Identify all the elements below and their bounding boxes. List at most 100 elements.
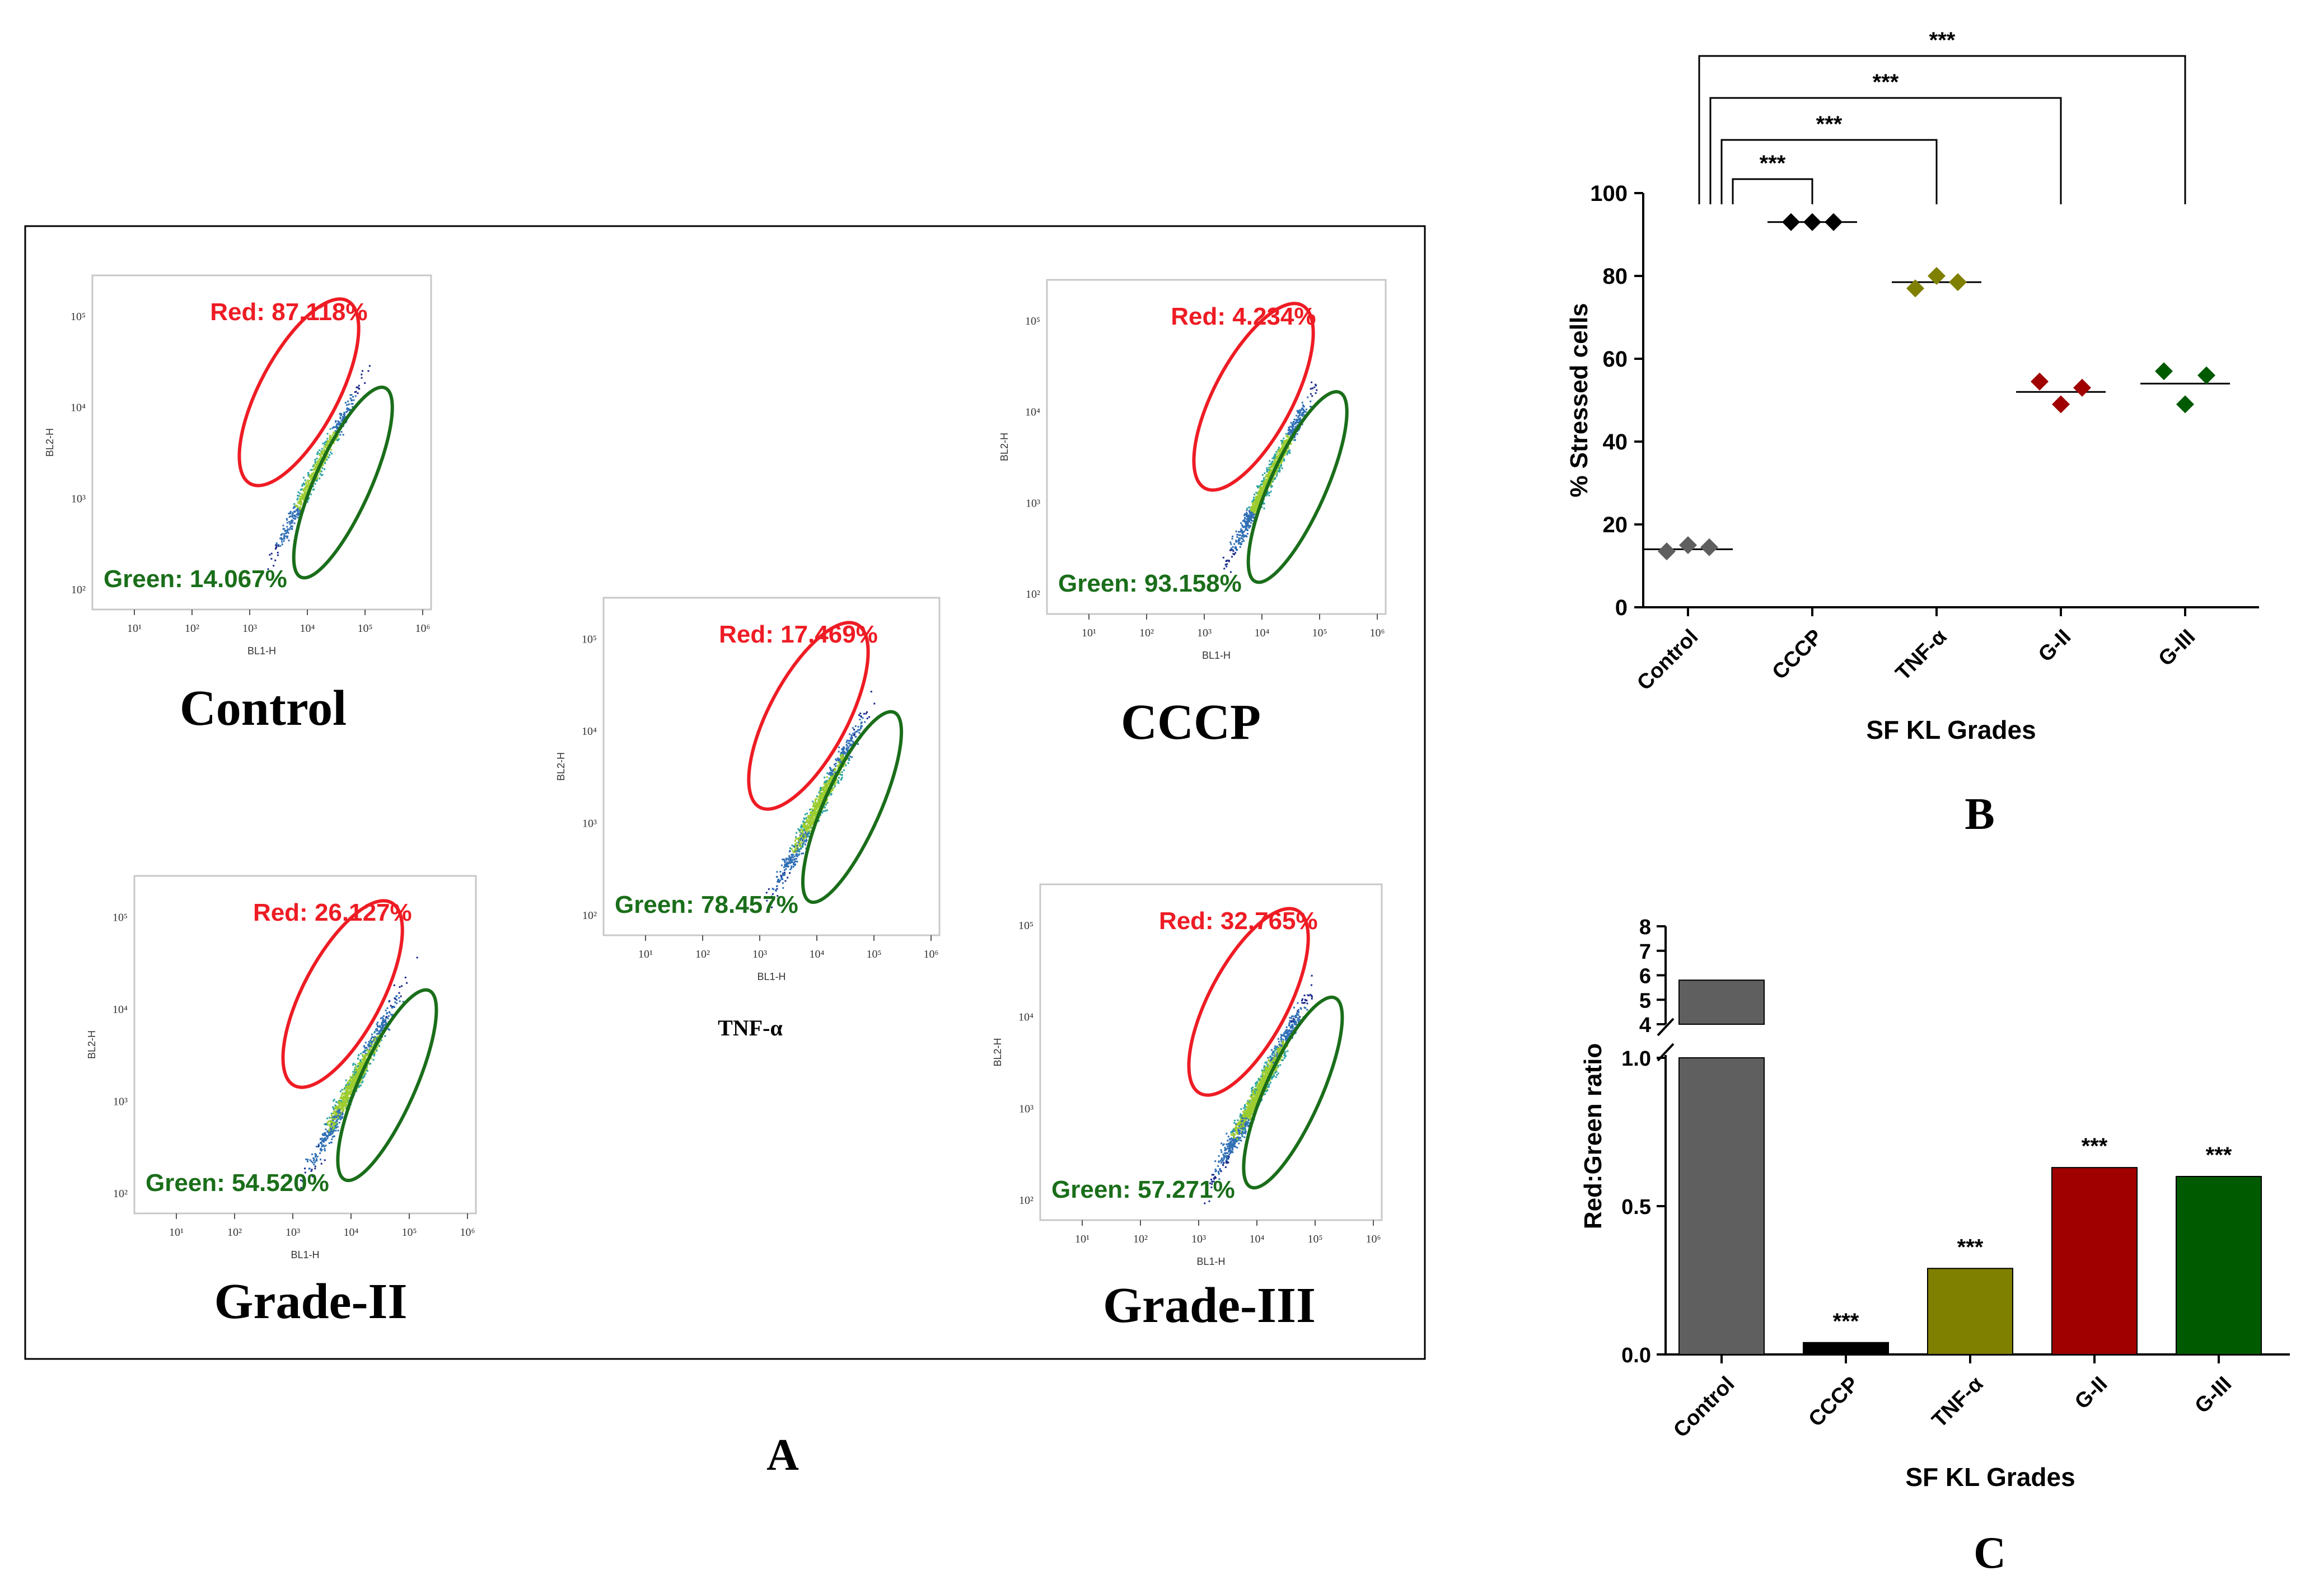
flow-event	[1264, 482, 1266, 485]
flow-event	[357, 1072, 359, 1075]
flow-event	[297, 509, 299, 512]
flow-event	[1274, 478, 1276, 480]
flow-event	[822, 787, 825, 790]
flow-event	[817, 801, 819, 804]
flow-event	[1289, 452, 1291, 454]
flow-event	[373, 1051, 376, 1053]
flow-event	[338, 1106, 340, 1108]
flow-event	[321, 467, 324, 470]
flow-event	[1247, 515, 1250, 518]
flow-event	[344, 1108, 347, 1109]
flow-event	[841, 774, 843, 776]
flow-event	[792, 866, 794, 868]
flow-event	[331, 1121, 333, 1122]
flow-event	[773, 888, 775, 890]
flow-event	[399, 986, 401, 988]
flow-event	[1277, 451, 1279, 453]
flow-plot-frame	[133, 875, 477, 1215]
flow-event	[346, 1100, 348, 1102]
flow-event	[399, 1000, 401, 1002]
flow-event	[1279, 452, 1282, 454]
flow-event	[797, 841, 799, 843]
flow-event	[1285, 439, 1288, 441]
flow-event	[296, 505, 298, 508]
flow-event	[326, 453, 329, 456]
flow-event	[829, 767, 831, 769]
flow-event	[1310, 400, 1312, 402]
flow-event	[794, 864, 796, 866]
flow-event	[280, 537, 283, 539]
flow-event	[345, 1099, 347, 1101]
flow-event	[805, 831, 807, 833]
flow-event	[291, 528, 293, 529]
flow-event	[1272, 462, 1274, 465]
flow-event	[1294, 423, 1296, 425]
flow-event	[1280, 439, 1282, 442]
flow-event	[1282, 1059, 1284, 1061]
flow-event	[362, 370, 363, 372]
flow-event	[1278, 447, 1280, 449]
flow-event	[322, 464, 324, 466]
flow-event	[1253, 496, 1255, 499]
flow-event	[813, 814, 816, 816]
flow-event	[375, 1048, 377, 1051]
flow-event	[336, 1115, 338, 1117]
flow-event	[1283, 440, 1285, 443]
flow-event	[1245, 527, 1247, 529]
flow-event	[379, 1032, 381, 1034]
flow-event	[808, 815, 811, 817]
flow-event	[378, 1030, 381, 1033]
flow-event	[314, 462, 316, 464]
flow-event	[349, 1084, 351, 1086]
x-tick-label: 10⁶	[1366, 1233, 1381, 1245]
flow-event	[1281, 460, 1283, 462]
flow-event	[841, 760, 843, 762]
flow-event	[768, 888, 770, 890]
flow-event	[361, 1067, 363, 1070]
flow-event	[1239, 546, 1241, 548]
flow-event	[1284, 440, 1286, 442]
flow-event	[374, 1042, 376, 1044]
flow-event	[800, 832, 802, 834]
flow-event	[329, 1131, 331, 1133]
flow-event	[326, 442, 328, 444]
flow-event	[358, 1085, 361, 1087]
flow-event	[1302, 404, 1304, 406]
flow-event	[320, 455, 322, 457]
flow-event	[804, 822, 806, 824]
flow-event	[387, 1015, 390, 1017]
flow-event	[866, 711, 868, 713]
flow-event	[1275, 1070, 1278, 1072]
flow-event	[348, 409, 350, 411]
flow-event	[330, 1130, 332, 1132]
flow-event	[362, 1054, 364, 1056]
flow-event	[313, 1164, 315, 1166]
flow-event	[826, 809, 828, 812]
flow-event	[361, 373, 363, 376]
flow-event	[288, 540, 290, 542]
flow-event	[283, 537, 286, 540]
flow-event	[307, 1159, 309, 1161]
flow-event	[366, 1054, 368, 1056]
flow-event	[857, 729, 859, 731]
flow-event	[1252, 1101, 1254, 1104]
flow-event	[356, 1075, 358, 1077]
flow-event	[316, 1160, 318, 1162]
flow-event	[343, 414, 345, 416]
flow-event	[1244, 520, 1246, 522]
flow-event	[1287, 439, 1289, 442]
flow-event	[821, 786, 823, 789]
flow-event	[1256, 485, 1258, 487]
flow-event	[1254, 500, 1256, 503]
flow-event	[354, 395, 357, 397]
flow-plot-grade-ii: 10¹ 10² 10³ 10⁴ 10⁵ 10⁶10²10³10⁴10⁵BL1-HBL2-H…	[86, 875, 477, 1329]
flow-event	[336, 1123, 338, 1125]
flow-event	[280, 534, 282, 536]
y-tick-label: 10⁵	[71, 311, 86, 323]
flow-event	[344, 1100, 347, 1102]
flow-event	[799, 842, 801, 845]
flow-event	[1301, 414, 1303, 416]
flow-event	[814, 800, 816, 801]
flow-event	[1241, 532, 1243, 535]
flow-event	[304, 491, 306, 493]
